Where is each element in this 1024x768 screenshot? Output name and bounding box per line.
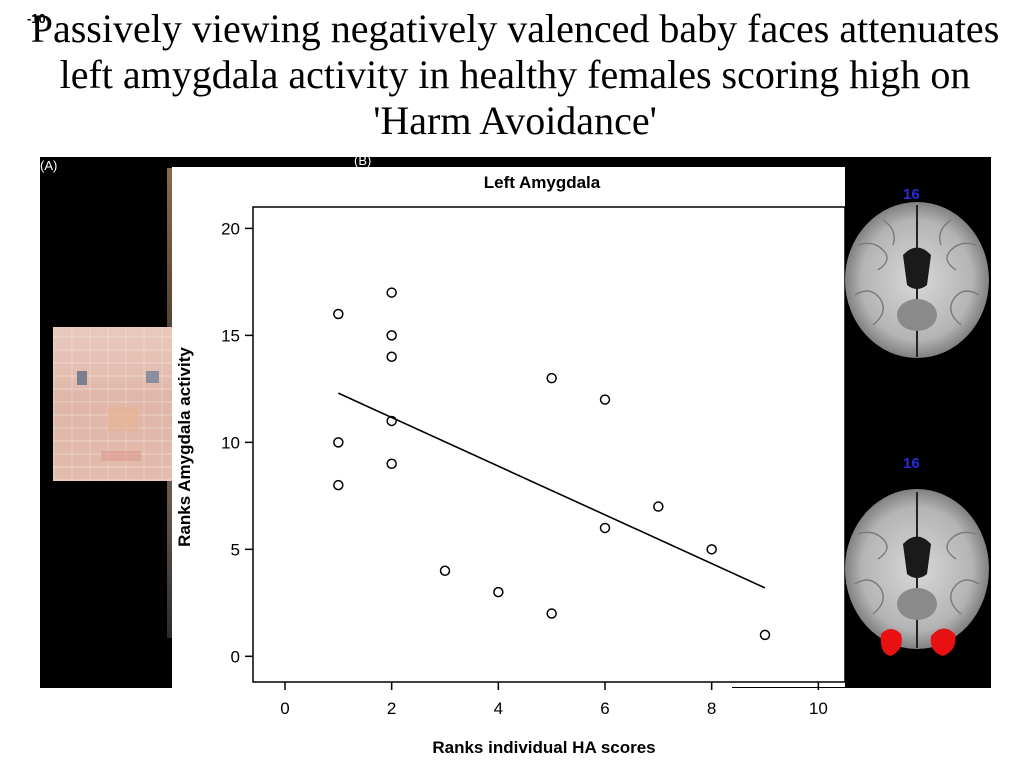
brain-slice-2-image [845,489,989,656]
x-tick-label-5: 10 [809,699,828,718]
regression-line [338,392,766,589]
chart-background [172,167,845,687]
baby-face-image [53,327,173,481]
data-point-14 [653,501,664,512]
activation-blob-right [930,628,956,656]
y-axis: 0 5 10 15 20 [221,219,253,666]
data-point-1 [333,437,344,448]
slide-number: -10- [27,11,51,26]
data-point-13 [599,522,611,534]
data-point-3 [386,287,397,298]
data-point-15 [706,544,717,555]
x-tick-label-1: 2 [387,699,396,718]
data-point-4 [386,330,397,341]
data-point-8 [439,565,451,576]
data-point-12 [599,394,611,405]
data-points [333,287,771,641]
data-point-16 [759,629,771,641]
scatter-chart: Left Amygdala 0 5 10 15 20 0 2 4 6 8 10 Ranks ind… [172,167,845,767]
y-tick-label-4: 20 [221,219,240,238]
y-axis-label: Ranks Amygdala activity [175,347,194,547]
panel-label-b: (B) [354,153,372,168]
data-point-11 [546,608,557,619]
x-axis-label: Ranks individual HA scores [432,738,655,757]
y-tick-label-1: 5 [231,540,240,559]
y-tick-label-0: 0 [231,647,240,666]
data-point-10 [546,372,557,384]
x-axis: 0 2 4 6 8 10 [280,682,828,718]
data-point-5 [386,351,397,363]
face-eye-right [146,371,159,383]
activation-blob-left [880,629,902,656]
x-tick-label-4: 8 [707,699,716,718]
plot-frame [252,206,845,683]
data-point-7 [386,458,397,470]
fit-line [338,392,766,589]
data-point-6 [386,415,397,427]
chart-title: Left Amygdala [484,173,601,192]
brain-slice-1-image [845,202,989,358]
y-tick-label-3: 15 [221,326,240,345]
data-point-9 [493,586,504,598]
slide-title: Passively viewing negatively valenced ba… [30,6,1000,143]
face-eye-left [77,371,87,385]
x-tick-label-2: 4 [494,699,503,718]
panel-label-a: (A) [40,158,58,173]
face-mouth [101,451,141,461]
data-point-0 [333,308,344,320]
y-tick-label-2: 10 [221,433,240,452]
brain-slice-2-number: 16 [903,455,920,472]
face-nose [108,407,138,431]
x-tick-label-0: 0 [280,699,289,718]
x-tick-label-3: 6 [600,699,609,718]
brain-slice-1-number: 16 [903,186,920,203]
chart-label-background [172,687,732,767]
data-point-2 [333,479,344,491]
